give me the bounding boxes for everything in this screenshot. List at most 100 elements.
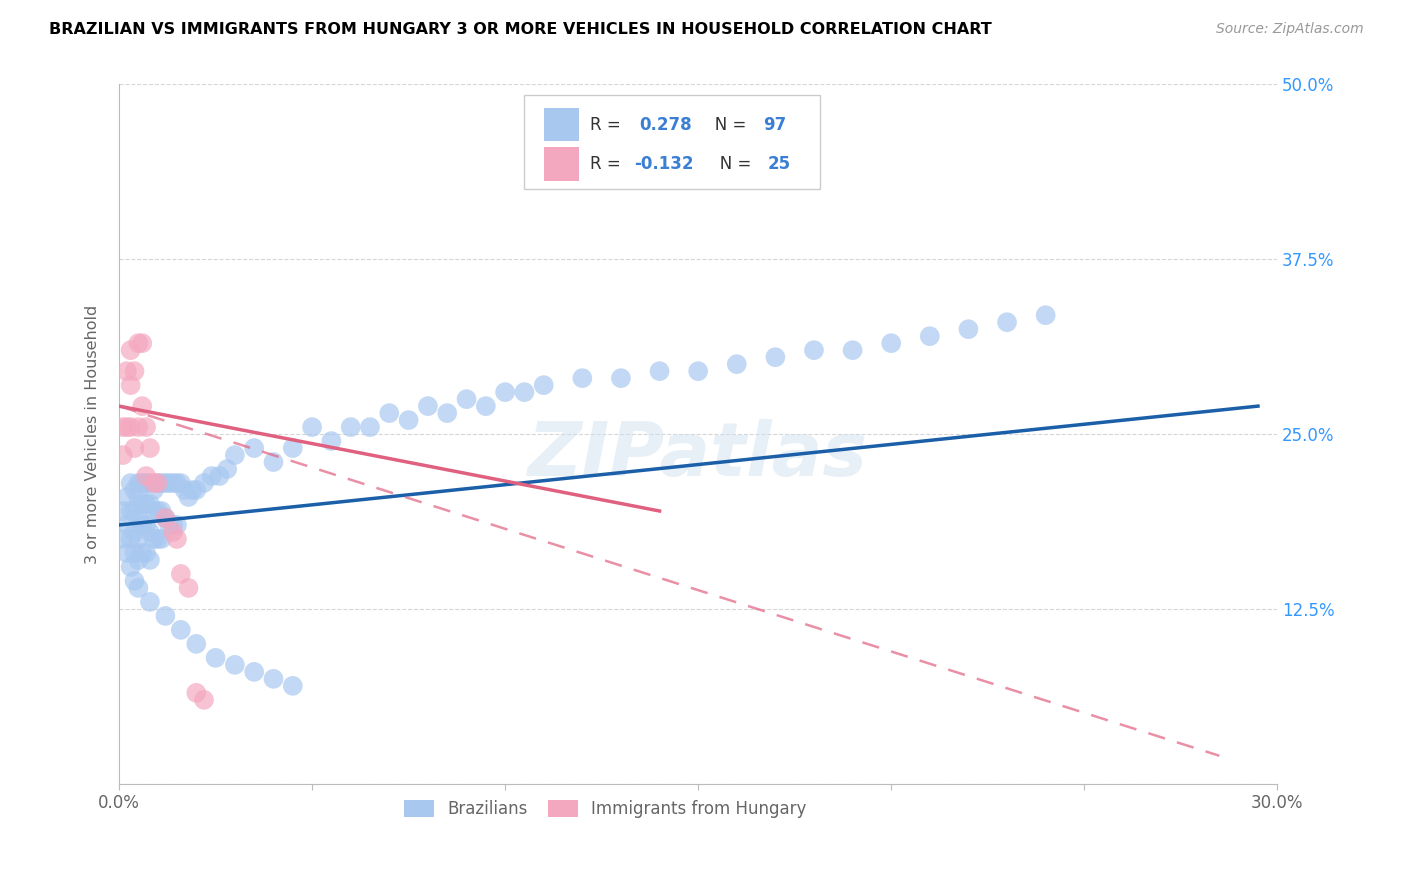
Point xyxy=(170,476,193,491)
Text: N =: N = xyxy=(699,116,752,134)
Point xyxy=(281,441,304,455)
Point xyxy=(135,420,157,434)
Point xyxy=(127,336,149,351)
Point xyxy=(111,420,134,434)
Point xyxy=(533,378,555,392)
Point xyxy=(157,518,180,533)
Point xyxy=(111,448,134,462)
Point xyxy=(124,441,146,455)
Text: R =: R = xyxy=(591,116,631,134)
Point xyxy=(115,490,138,504)
Point xyxy=(155,476,177,491)
Point xyxy=(263,672,285,686)
Point xyxy=(610,371,633,385)
Point xyxy=(120,532,142,546)
Point xyxy=(186,637,208,651)
Point xyxy=(193,476,215,491)
Point xyxy=(124,574,146,588)
Point xyxy=(127,490,149,504)
Text: 97: 97 xyxy=(763,116,786,134)
Point xyxy=(186,483,208,497)
Point xyxy=(120,476,142,491)
Point xyxy=(186,686,208,700)
Point xyxy=(281,679,304,693)
Point xyxy=(166,476,188,491)
Point xyxy=(111,532,134,546)
Point xyxy=(224,448,246,462)
Point xyxy=(162,476,184,491)
Point xyxy=(957,322,980,336)
Y-axis label: 3 or more Vehicles in Household: 3 or more Vehicles in Household xyxy=(86,304,100,564)
Point xyxy=(142,504,165,518)
Point xyxy=(124,364,146,378)
Point xyxy=(263,455,285,469)
Point xyxy=(494,385,516,400)
Point xyxy=(150,504,173,518)
Point xyxy=(127,581,149,595)
Point xyxy=(139,476,162,491)
Point xyxy=(243,441,266,455)
Text: 0.278: 0.278 xyxy=(640,116,692,134)
Point xyxy=(120,560,142,574)
Point xyxy=(142,476,165,491)
Point xyxy=(193,693,215,707)
Point xyxy=(146,476,169,491)
Point xyxy=(571,371,593,385)
Point xyxy=(725,357,748,371)
Point xyxy=(127,420,149,434)
Point xyxy=(339,420,361,434)
Point xyxy=(120,378,142,392)
FancyBboxPatch shape xyxy=(544,108,579,142)
Point xyxy=(131,518,153,533)
Point xyxy=(150,476,173,491)
Point xyxy=(150,532,173,546)
Point xyxy=(177,581,200,595)
Point xyxy=(146,504,169,518)
Text: ZIPatlas: ZIPatlas xyxy=(529,418,868,491)
Point xyxy=(162,524,184,539)
Text: N =: N = xyxy=(704,155,756,173)
Point xyxy=(115,364,138,378)
Point xyxy=(127,553,149,567)
Point xyxy=(142,532,165,546)
Text: -0.132: -0.132 xyxy=(634,155,695,173)
Text: Source: ZipAtlas.com: Source: ZipAtlas.com xyxy=(1216,22,1364,37)
Point xyxy=(139,595,162,609)
Point xyxy=(321,434,343,448)
Point xyxy=(170,566,193,581)
Point xyxy=(155,511,177,525)
Point xyxy=(139,497,162,511)
Point xyxy=(135,476,157,491)
Point xyxy=(120,420,142,434)
Point xyxy=(146,532,169,546)
Text: 25: 25 xyxy=(768,155,790,173)
Point xyxy=(142,483,165,497)
Point xyxy=(177,490,200,504)
Point xyxy=(131,399,153,413)
Point xyxy=(995,315,1018,329)
Text: R =: R = xyxy=(591,155,627,173)
Point xyxy=(124,524,146,539)
Point xyxy=(436,406,458,420)
Point xyxy=(135,469,157,483)
Point xyxy=(155,511,177,525)
Point xyxy=(688,364,710,378)
Point xyxy=(359,420,381,434)
Point xyxy=(170,623,193,637)
Point xyxy=(416,399,439,413)
Point xyxy=(217,462,239,476)
Point xyxy=(135,546,157,560)
Point xyxy=(111,504,134,518)
Legend: Brazilians, Immigrants from Hungary: Brazilians, Immigrants from Hungary xyxy=(398,793,814,824)
Point xyxy=(398,413,420,427)
Point xyxy=(243,665,266,679)
Point xyxy=(139,524,162,539)
Point xyxy=(115,420,138,434)
Point xyxy=(157,476,180,491)
Point xyxy=(139,441,162,455)
Point xyxy=(201,469,224,483)
Point xyxy=(127,532,149,546)
Point xyxy=(135,497,157,511)
Point xyxy=(124,504,146,518)
FancyBboxPatch shape xyxy=(544,147,579,181)
